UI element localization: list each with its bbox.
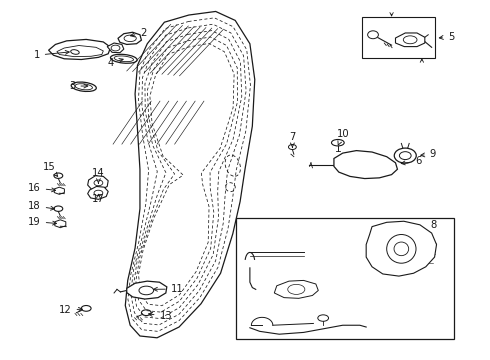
Text: 2: 2 [130, 28, 147, 38]
Text: 12: 12 [59, 305, 82, 315]
Text: 13: 13 [148, 311, 172, 321]
Bar [362, 17, 435, 58]
Polygon shape [127, 281, 167, 299]
Polygon shape [125, 12, 255, 338]
Text: 6: 6 [401, 156, 421, 166]
Text: 10: 10 [337, 129, 349, 145]
Text: 19: 19 [28, 217, 56, 226]
Text: 16: 16 [28, 183, 55, 193]
Text: 17: 17 [92, 194, 105, 204]
Text: 5: 5 [440, 32, 454, 41]
Polygon shape [334, 150, 397, 179]
Text: 15: 15 [43, 162, 58, 176]
Text: 4: 4 [108, 58, 123, 68]
Polygon shape [118, 32, 142, 44]
Text: 18: 18 [28, 201, 54, 211]
Text: 8: 8 [431, 220, 437, 230]
Polygon shape [88, 176, 108, 190]
Polygon shape [49, 40, 111, 59]
Polygon shape [274, 280, 318, 298]
Text: 3: 3 [69, 81, 88, 91]
Text: 14: 14 [92, 168, 105, 183]
Polygon shape [366, 221, 437, 276]
Text: 11: 11 [153, 284, 183, 294]
Polygon shape [107, 43, 124, 53]
Text: 9: 9 [421, 149, 436, 159]
Polygon shape [88, 186, 108, 199]
Text: 7: 7 [289, 132, 295, 148]
Polygon shape [395, 33, 425, 46]
Bar [236, 219, 454, 338]
Text: 1: 1 [33, 50, 69, 60]
